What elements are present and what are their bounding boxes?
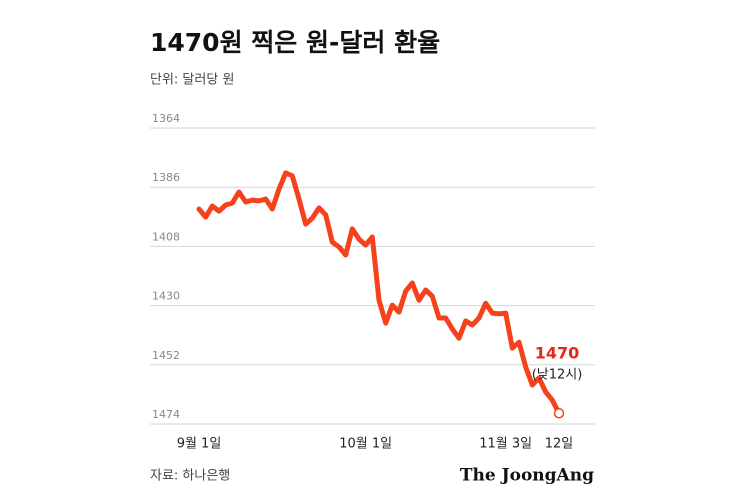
y-tick-label: 1408 (152, 230, 180, 243)
x-tick-label: 9월 1일 (177, 437, 222, 452)
x-tick-label: 12일 (545, 437, 574, 452)
chart-subtitle: 단위: 달러당 원 (150, 73, 234, 88)
y-tick-label: 1364 (152, 112, 180, 125)
y-tick-label: 1452 (152, 349, 180, 362)
annotation-note: (낮12시) (532, 368, 583, 383)
brand: The JoongAng (460, 466, 594, 486)
line (196, 170, 562, 416)
y-tick-label: 1386 (152, 171, 180, 184)
annotation-value: 1470 (535, 344, 580, 363)
end-point (553, 407, 565, 419)
source: 자료: 하나은행 (150, 468, 230, 484)
x-tick-label: 10월 1일 (339, 437, 392, 452)
x-tick-label: 11월 3일 (479, 437, 532, 452)
y-tick-label: 1474 (152, 408, 180, 421)
chart-title: 1470원 찍은 원-달러 환율 (150, 28, 440, 57)
y-tick-label: 1430 (152, 290, 180, 303)
